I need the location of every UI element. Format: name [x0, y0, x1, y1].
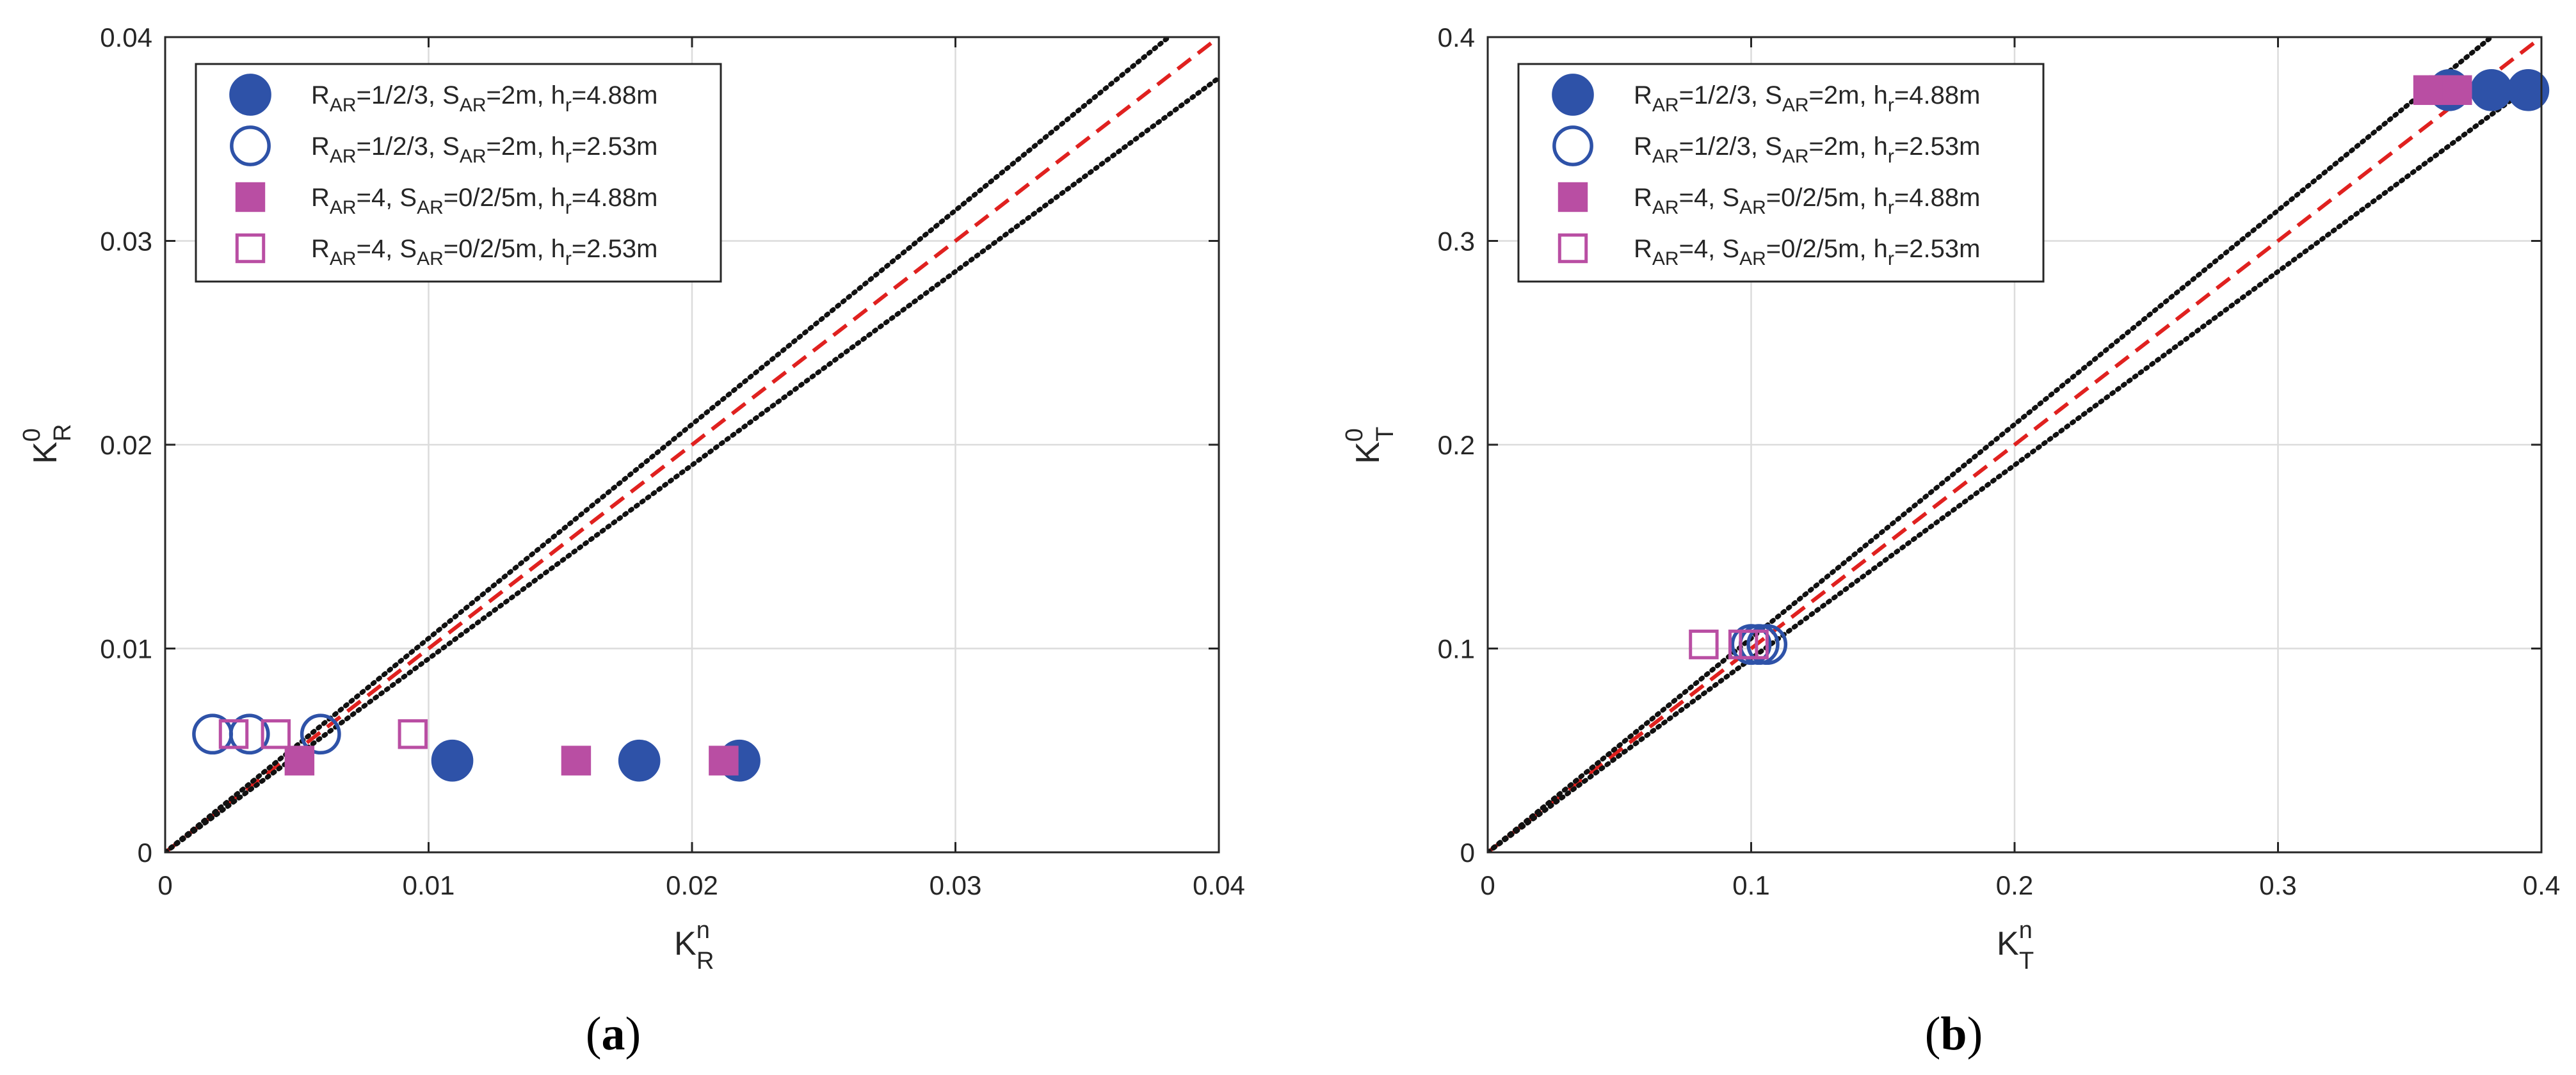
y-axis-label: K0 R [19, 424, 76, 464]
x-tick-label: 0 [1480, 870, 1495, 900]
data-point [431, 739, 474, 782]
data-point [2470, 68, 2513, 111]
data-point [300, 713, 341, 755]
legend-box [1517, 63, 2045, 283]
legend-marker [1558, 233, 1588, 264]
y-tick-label: 0 [1460, 838, 1475, 868]
data-point [2442, 75, 2472, 106]
legend-label: RAR=1/2/3, SAR=2m, hr=2.53m [1634, 132, 1980, 167]
y-tick-label: 0.1 [1438, 634, 1475, 664]
data-point [229, 713, 270, 755]
panel-a: 0 0.01 0.02 0.03 0.04 0 0.01 0.02 0.03 0.04 Kn R K0 R… [19, 22, 1245, 1060]
x-axis-label: Kn R [674, 917, 714, 975]
legend-box [195, 63, 722, 283]
panel-caption: (a) [586, 1008, 641, 1060]
legend-marker [235, 233, 266, 264]
legend-marker [1552, 74, 1594, 116]
y-tick-label: 0.3 [1438, 227, 1475, 257]
data-point [618, 739, 661, 782]
legend-label: RAR=4, SAR=0/2/5m, hr=4.88m [1634, 184, 1980, 218]
y-axis-label: K0 T [1341, 427, 1399, 464]
legend-marker [230, 125, 271, 166]
reference-lines [1488, 37, 2541, 852]
data-point [284, 745, 315, 776]
x-tick-label: 0.2 [1996, 870, 2033, 900]
x-tick-label: 0.04 [1193, 870, 1245, 900]
series-open-circle [192, 713, 341, 755]
data-point [2507, 68, 2550, 111]
legend: RAR=1/2/3, SAR=2m, hr=4.88m RAR=1/2/3, SA… [195, 63, 722, 283]
series-open-square [218, 719, 428, 749]
data-point [1739, 629, 1769, 660]
bound-line [1488, 75, 2541, 852]
legend-label: RAR=1/2/3, SAR=2m, hr=2.53m [311, 132, 657, 167]
panel-b: 0 0.1 0.2 0.3 0.4 0 0.1 0.2 0.3 0.4 Kn T K0 T RAR=1/2/… [1341, 22, 2560, 1060]
y-tick-label: 0.2 [1438, 430, 1475, 460]
x-tick-label: 0.1 [1732, 870, 1769, 900]
legend-label: RAR=4, SAR=0/2/5m, hr=2.53m [311, 235, 657, 269]
data-point [709, 745, 739, 776]
identity-line [165, 37, 1219, 852]
series-filled-square [284, 745, 739, 776]
data-point [1689, 629, 1719, 660]
data-point [561, 745, 592, 776]
bound-line [165, 75, 1219, 852]
legend-label: RAR=1/2/3, SAR=2m, hr=4.88m [1634, 81, 1980, 116]
series-open-square [1689, 629, 1769, 660]
x-tick-label: 0.03 [930, 870, 982, 900]
bound-line [165, 37, 1171, 852]
legend-label: RAR=4, SAR=0/2/5m, hr=2.53m [1634, 235, 1980, 269]
legend-marker [235, 182, 266, 212]
x-tick-label: 0.02 [666, 870, 718, 900]
x-tick-label: 0.3 [2259, 870, 2296, 900]
y-tick-label: 0.4 [1438, 22, 1475, 52]
reference-lines [165, 37, 1219, 852]
series-filled-square [2413, 75, 2472, 106]
x-tick-label: 0 [157, 870, 172, 900]
y-tick-label: 0.02 [100, 430, 152, 460]
legend-marker [1558, 182, 1588, 212]
bound-line [1488, 37, 2494, 852]
data-point [261, 719, 291, 749]
x-tick-label: 0.4 [2523, 870, 2560, 900]
y-tick-label: 0 [138, 838, 152, 868]
y-tick-label: 0.03 [100, 227, 152, 257]
x-tick-label: 0.01 [403, 870, 455, 900]
data-point [218, 719, 249, 749]
x-axis-label: Kn T [1997, 917, 2034, 975]
legend-label: RAR=4, SAR=0/2/5m, hr=4.88m [311, 184, 657, 218]
y-tick-label: 0.04 [100, 22, 152, 52]
data-point [1746, 624, 1788, 665]
identity-line [1488, 37, 2541, 852]
panel-caption: (b) [1925, 1008, 1983, 1060]
data-point [398, 719, 428, 749]
legend: RAR=1/2/3, SAR=2m, hr=4.88m RAR=1/2/3, SA… [1517, 63, 2045, 283]
legend-label: RAR=1/2/3, SAR=2m, hr=4.88m [311, 81, 657, 116]
y-tick-label: 0.01 [100, 634, 152, 664]
legend-marker [1552, 125, 1593, 166]
legend-marker [229, 74, 271, 116]
